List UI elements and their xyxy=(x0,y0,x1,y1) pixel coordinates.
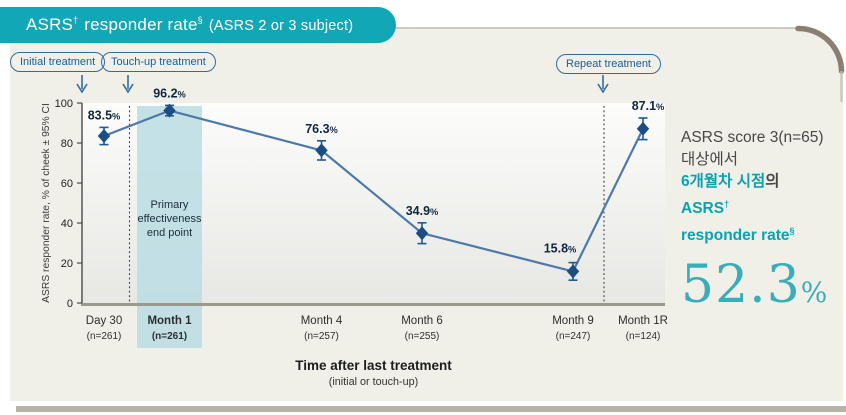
initial-treatment-text: Initial treatment xyxy=(20,56,96,68)
data-point-diamond xyxy=(97,129,111,143)
y-tick-label: 40 xyxy=(61,218,73,230)
x-axis-subtitle: (initial or touch-up) xyxy=(329,376,418,388)
treatment-arrow-icon xyxy=(76,75,88,94)
summary-line-5: responder rate§ xyxy=(681,226,795,245)
x-tick-n-label: (n=257) xyxy=(304,331,339,342)
band-label: Primary effectiveness end point xyxy=(137,199,202,239)
x-tick-label: Month 1R xyxy=(618,315,668,327)
x-tick-label: Month 9 xyxy=(552,315,594,327)
value-label: 83.5% xyxy=(88,108,121,122)
value-label: 15.8% xyxy=(544,242,577,256)
y-axis-title: ASRS responder rate, % of cheek ± 95% CI xyxy=(41,103,52,303)
x-tick-n-label: (n=124) xyxy=(626,331,661,342)
x-axis-title: Time after last treatment xyxy=(295,358,452,373)
x-tick-label: Day 30 xyxy=(86,315,122,327)
summary-line-4: ASRS† xyxy=(681,199,730,218)
y-tick-label: 60 xyxy=(61,178,73,190)
treatment-arrow-icon xyxy=(122,75,134,94)
treatment-arrow-icon xyxy=(597,75,609,94)
value-label: 34.9% xyxy=(406,204,439,218)
section-symbol: § xyxy=(197,15,203,26)
x-tick-n-label: (n=255) xyxy=(405,331,440,342)
y-tick-label: 20 xyxy=(61,258,73,270)
touchup-treatment-text: Touch-up treatment xyxy=(111,56,206,68)
series-line xyxy=(103,109,644,273)
dagger-symbol: † xyxy=(73,15,79,26)
initial-treatment-label: Initial treatment xyxy=(10,52,106,72)
highlight-value: 52.3% xyxy=(681,255,828,316)
y-tick-label: 0 xyxy=(67,298,73,310)
x-tick-n-label: (n=247) xyxy=(556,331,591,342)
value-label: 87.1% xyxy=(632,99,665,113)
y-tick-label: 100 xyxy=(55,98,73,110)
y-tick-label: 80 xyxy=(61,138,73,150)
repeat-treatment-text: Repeat treatment xyxy=(566,58,651,70)
summary-line-3: 6개월차 시점의 xyxy=(681,173,780,190)
x-tick-label: Month 6 xyxy=(401,315,443,327)
x-tick-n-label: (n=261) xyxy=(152,331,187,342)
x-tick-label: Month 1 xyxy=(147,315,192,327)
repeat-treatment-label: Repeat treatment xyxy=(556,54,661,74)
title-banner: ASRS† responder rate§ (ASRS 2 or 3 subjec… xyxy=(0,7,396,43)
touchup-treatment-label: Touch-up treatment xyxy=(101,52,216,72)
data-point-diamond xyxy=(315,143,328,158)
data-point-diamond xyxy=(163,103,176,118)
title-text: ASRS† responder rate§ (ASRS 2 or 3 subjec… xyxy=(26,15,354,34)
data-point-diamond xyxy=(415,226,429,241)
data-point-diamond xyxy=(566,264,580,279)
data-point-diamond xyxy=(636,121,650,136)
summary-panel: ASRS score 3(n=65) 대상에서 6개월차 시점의 ASRS† r… xyxy=(681,127,841,319)
title-subtext: (ASRS 2 or 3 subject) xyxy=(208,18,354,34)
primary-endpoint-band xyxy=(137,106,202,348)
value-label: 76.3% xyxy=(305,122,338,136)
value-label: 96.2% xyxy=(153,86,186,100)
bottom-divider-bar xyxy=(16,406,846,412)
summary-line-1: ASRS score 3(n=65) xyxy=(681,129,824,146)
summary-line-2: 대상에서 xyxy=(681,151,739,168)
x-tick-n-label: (n=261) xyxy=(87,331,122,342)
x-tick-label: Month 4 xyxy=(301,315,343,327)
